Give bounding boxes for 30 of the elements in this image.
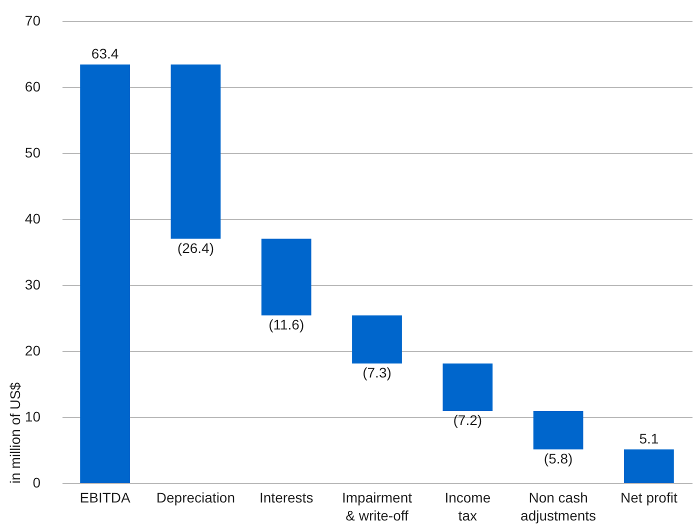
- x-tick-label: Net profit: [620, 490, 678, 506]
- bar: [533, 411, 584, 450]
- y-tick-label: 20: [24, 342, 41, 358]
- x-tick-label: EBITDA: [80, 490, 131, 506]
- y-tick-label: 50: [24, 144, 41, 160]
- data-label: (11.6): [268, 316, 304, 332]
- data-label: (7.3): [362, 364, 392, 381]
- y-tick-label: 40: [24, 210, 41, 226]
- x-tick-label: Depreciation: [156, 490, 236, 506]
- data-label: 63.4: [91, 46, 119, 62]
- y-tick-label: 10: [24, 408, 41, 424]
- bar: [170, 64, 221, 239]
- y-tick-label: 60: [24, 78, 41, 94]
- x-tick-label: Income tax: [444, 490, 491, 524]
- y-tick-label: 0: [32, 474, 41, 490]
- data-label: 5.1: [639, 430, 659, 446]
- data-label: (5.8): [544, 450, 573, 466]
- y-tick-label: 70: [24, 12, 41, 28]
- bar: [80, 64, 130, 483]
- bar: [442, 364, 493, 412]
- data-label: (26.4): [177, 240, 214, 256]
- bar: [261, 238, 312, 316]
- x-tick-label: Interests: [260, 490, 314, 506]
- bar: [352, 315, 402, 364]
- y-axis-title: in million of US$: [6, 382, 23, 484]
- data-label: (7.2): [453, 412, 482, 428]
- x-tick-label: Impairment & write-off: [342, 490, 412, 524]
- y-tick-label: 30: [24, 276, 41, 292]
- bar: [624, 449, 674, 483]
- x-tick-label: Non cash adjustments: [520, 490, 596, 524]
